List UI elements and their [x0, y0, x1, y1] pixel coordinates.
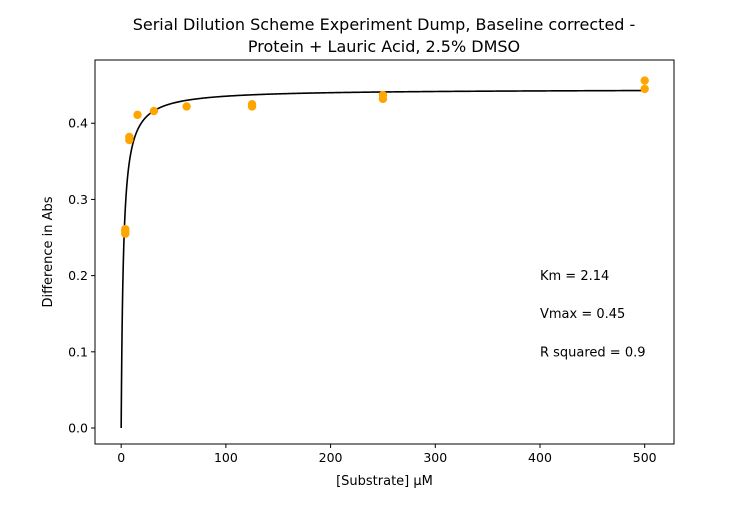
annotation-text: Vmax = 0.45	[540, 307, 625, 322]
y-axis-label: Difference in Abs	[41, 196, 56, 307]
x-tick-label: 200	[319, 450, 343, 465]
data-point	[182, 102, 191, 111]
y-tick-label: 0.1	[68, 344, 88, 359]
data-point	[133, 110, 142, 120]
plot-frame	[94, 59, 675, 445]
annotation-text: R squared = 0.9	[540, 345, 646, 360]
x-tick-label: 100	[214, 450, 238, 465]
annotation-text: Km = 2.14	[540, 269, 609, 284]
data-point	[640, 84, 649, 94]
data-point	[640, 76, 649, 85]
chart-title-line-1: Serial Dilution Scheme Experiment Dump, …	[133, 15, 636, 34]
y-tick-label: 0.0	[68, 421, 88, 436]
x-tick-label: 0	[117, 450, 125, 465]
y-tick-label: 0.3	[68, 192, 88, 207]
x-tick-label: 300	[423, 450, 447, 465]
data-point	[149, 106, 159, 116]
y-tick-label: 0.2	[68, 268, 88, 283]
chart-title-line-2: Protein + Lauric Acid, 2.5% DMSO	[248, 37, 520, 56]
data-point	[125, 132, 134, 142]
data-point	[378, 90, 388, 100]
data-point	[121, 224, 130, 234]
fit-curve	[120, 89, 645, 428]
y-tick-label: 0.4	[68, 116, 88, 131]
x-axis-label: [Substrate] µM	[336, 474, 433, 489]
plot-area: 0 100 200 300 400 500 0.0 0.1 0.2 0.3 0.4 Km = 2.14…	[68, 59, 675, 465]
x-tick-label: 400	[528, 450, 552, 465]
data-point	[247, 99, 257, 109]
x-tick-label: 500	[633, 450, 657, 465]
